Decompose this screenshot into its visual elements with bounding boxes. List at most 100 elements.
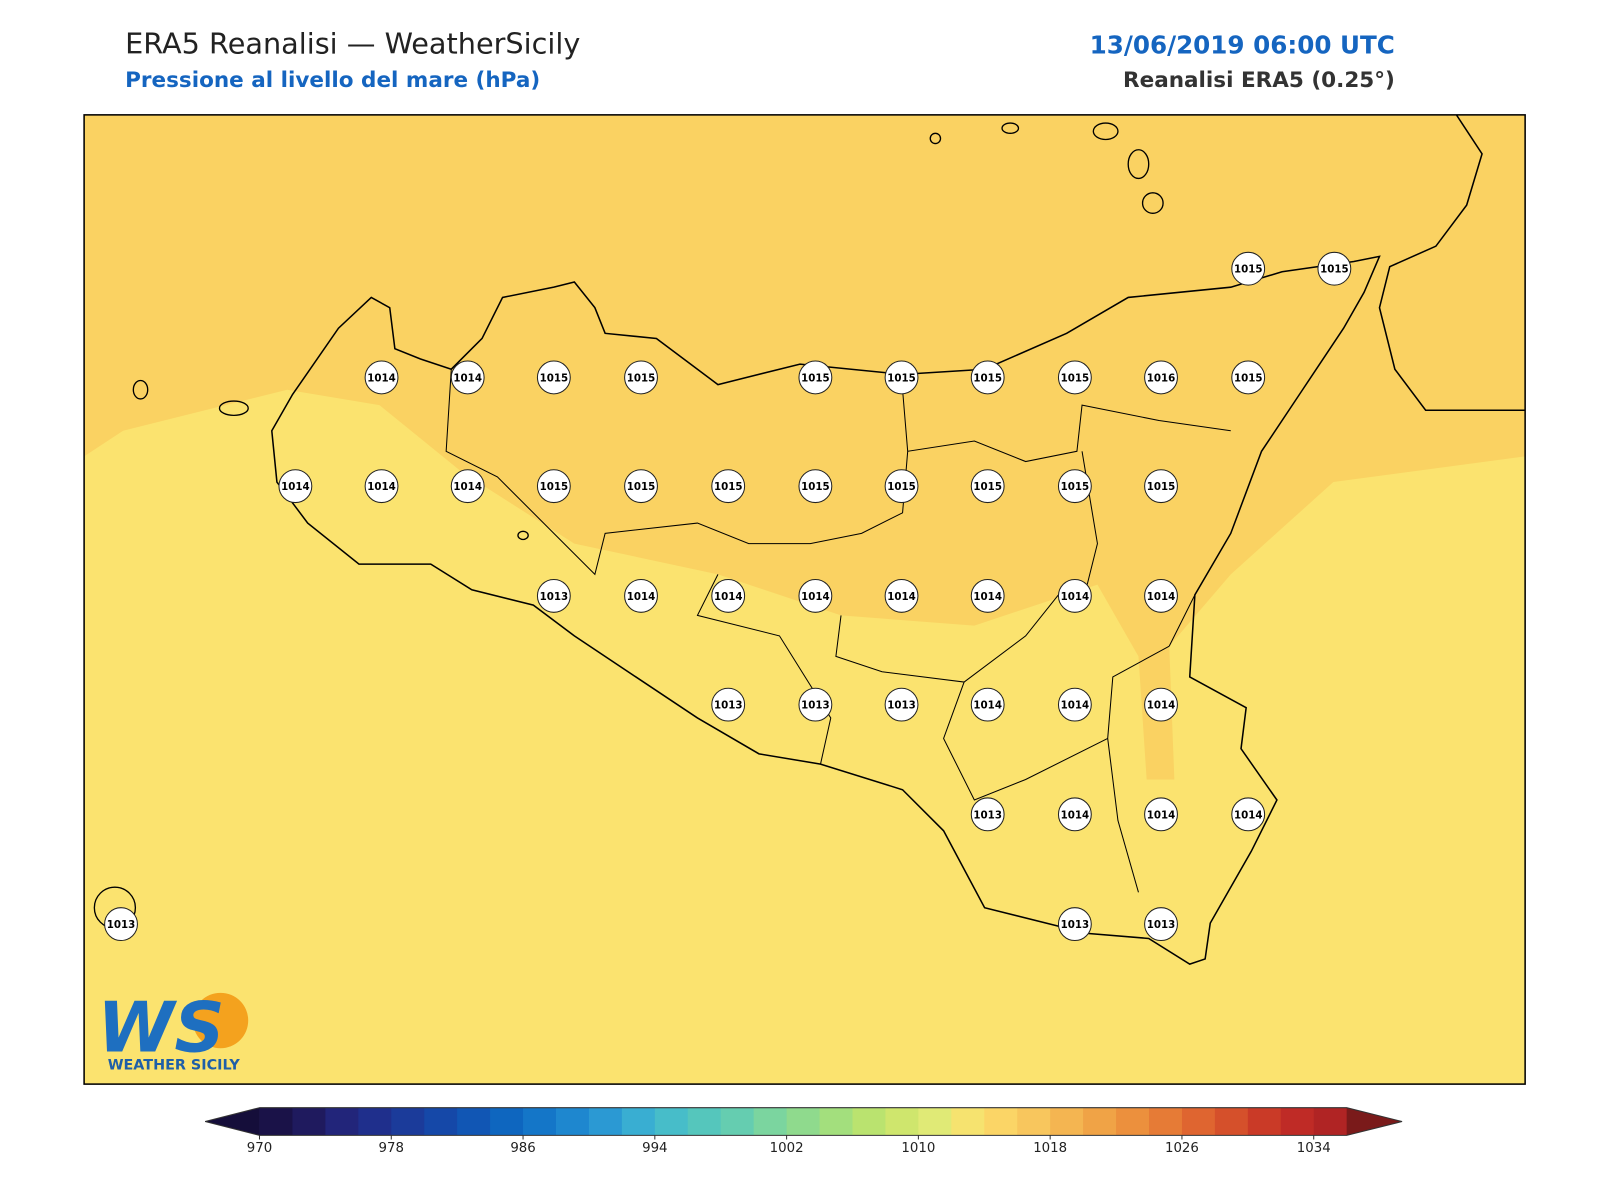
station-marker [536, 469, 571, 504]
station-value: 1015 [887, 372, 916, 384]
station-value: 1015 [627, 481, 656, 493]
station-value: 1015 [714, 481, 743, 493]
station-value: 1015 [1234, 372, 1263, 384]
station-marker [1144, 469, 1178, 504]
colorbar-tick-label: 1026 [1165, 1141, 1199, 1156]
colorbar-band [1247, 1107, 1282, 1136]
station-marker [1057, 907, 1092, 942]
station-marker [1144, 360, 1178, 395]
station-marker [624, 360, 658, 395]
station-marker [884, 360, 919, 395]
station-marker [1231, 251, 1266, 286]
station-value: 1014 [281, 481, 310, 493]
colorbar-band [259, 1107, 293, 1136]
logo-text: WEATHER SICILY [108, 1058, 241, 1074]
station-marker [970, 360, 1005, 395]
station-value: 1014 [367, 481, 396, 493]
colorbar-band [1017, 1107, 1051, 1136]
station-value: 1014 [367, 372, 396, 384]
station-marker [624, 469, 658, 504]
station-value: 1015 [1234, 264, 1263, 276]
station-marker [1057, 578, 1092, 613]
station-value: 1015 [973, 481, 1002, 493]
colorbar-band [1050, 1107, 1084, 1136]
station-marker [970, 578, 1005, 613]
station-value: 1014 [1061, 591, 1090, 603]
sicily-coast [271, 255, 1381, 965]
colorbar-band [1280, 1107, 1315, 1136]
station-marker [711, 578, 746, 613]
colorbar-band [852, 1107, 886, 1136]
station-marker [536, 578, 571, 613]
colorbar-band [918, 1107, 952, 1136]
colorbar-tick-label: 1002 [770, 1141, 804, 1156]
province-borders [445, 369, 1231, 893]
station-marker [1231, 360, 1266, 395]
station-marker [104, 907, 138, 942]
station-value: 1015 [1147, 481, 1176, 493]
colorbar: 970 978 986 994 1002 1010 1018 1026 1034 [205, 1107, 1403, 1156]
station-marker [798, 360, 833, 395]
station-value: 1015 [1320, 264, 1349, 276]
colorbar-band [819, 1107, 854, 1136]
station-value: 1013 [887, 700, 916, 712]
colorbar-band [292, 1107, 326, 1136]
station-marker [798, 687, 833, 722]
colorbar-band [1214, 1107, 1249, 1136]
station-value: 1016 [1147, 372, 1176, 384]
colorbar-band [786, 1107, 821, 1136]
station-marker [1057, 469, 1092, 504]
station-value: 1014 [453, 481, 482, 493]
colorbar-band [588, 1107, 623, 1136]
colorbar-band [654, 1107, 689, 1136]
colorbar-band [1083, 1107, 1117, 1136]
colorbar-tick-label: 986 [510, 1141, 535, 1156]
station-value: 1014 [1061, 809, 1090, 821]
station-marker [1057, 797, 1092, 832]
station-value: 1014 [714, 591, 743, 603]
colorbar-tick-label: 970 [247, 1141, 272, 1156]
colorbar-band [555, 1107, 590, 1136]
station-value: 1014 [1147, 809, 1176, 821]
station-marker [970, 687, 1005, 722]
station-value: 1014 [801, 591, 830, 603]
colorbar-tick-label: 1018 [1033, 1141, 1067, 1156]
colorbar-band [951, 1107, 985, 1136]
station-marker [884, 687, 919, 722]
colorbar-frame [205, 1107, 1403, 1136]
station-value: 1015 [973, 372, 1002, 384]
colorbar-band [1313, 1107, 1348, 1136]
station-value: 1015 [540, 372, 569, 384]
colorbar-band [720, 1107, 755, 1136]
station-value: 1013 [801, 700, 830, 712]
station-marker [1144, 687, 1178, 722]
colorbar-band [687, 1107, 722, 1136]
station-value: 1014 [1234, 809, 1263, 821]
datetime: 13/06/2019 06:00 UTC [1090, 30, 1395, 59]
station-value: 1014 [627, 591, 656, 603]
source: Reanalisi ERA5 (0.25°) [1123, 68, 1395, 93]
station-value: 1014 [453, 372, 482, 384]
station-value: 1013 [973, 809, 1002, 821]
station-marker [1057, 687, 1092, 722]
station-value: 1015 [801, 481, 830, 493]
station-marker [798, 578, 833, 613]
station-marker [711, 469, 746, 504]
colorbar-band [1181, 1107, 1216, 1136]
station-value: 1013 [1061, 919, 1090, 931]
station-marker [1057, 360, 1092, 395]
subtitle: Pressione al livello del mare (hPa) [125, 68, 540, 93]
station-value: 1015 [887, 481, 916, 493]
station-value: 1014 [973, 591, 1002, 603]
station-marker [450, 469, 485, 504]
station-marker [624, 578, 658, 613]
station-value: 1013 [540, 591, 569, 603]
station-value: 1015 [801, 372, 830, 384]
colorbar-band [424, 1107, 458, 1136]
station-marker [364, 360, 399, 395]
station-marker [450, 360, 485, 395]
station-value: 1014 [887, 591, 916, 603]
colorbar-tick-label: 1034 [1297, 1141, 1331, 1156]
